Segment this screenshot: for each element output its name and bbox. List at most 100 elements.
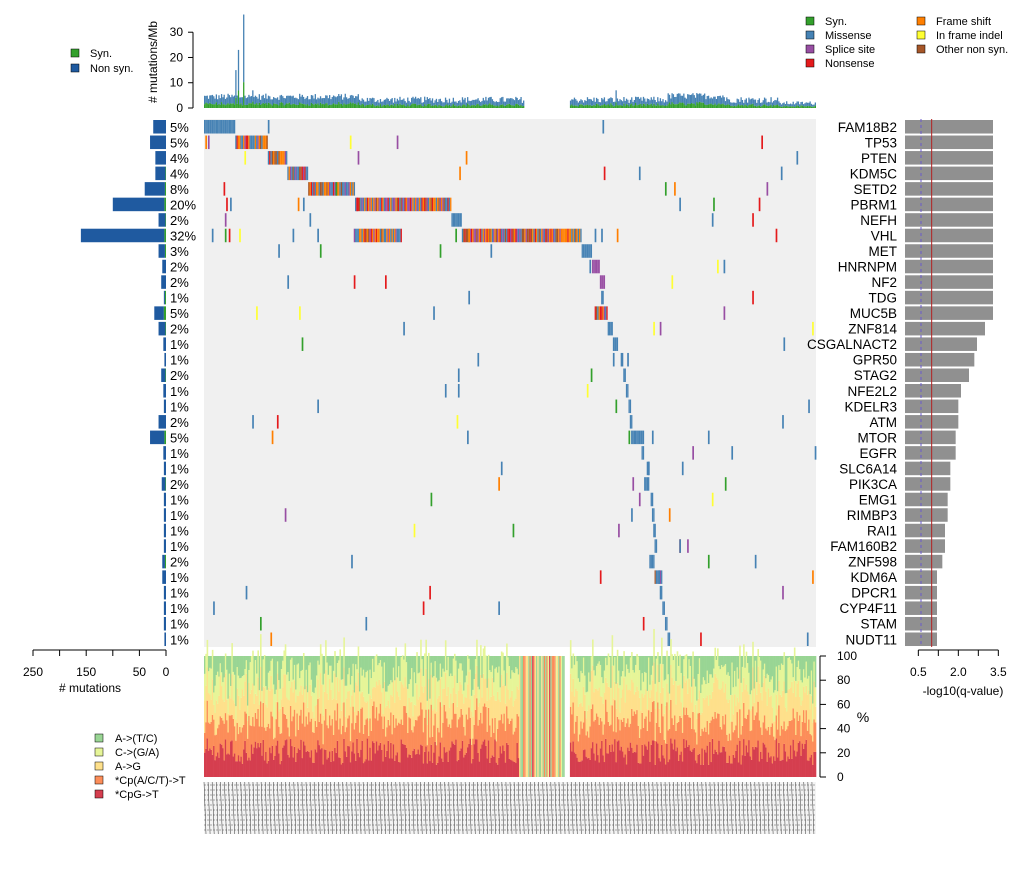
- rate-bar-syn: [720, 104, 721, 108]
- rate-bar-nonsyn: [381, 102, 382, 107]
- mutation-cell: [341, 182, 342, 196]
- mutation-cell: [233, 120, 234, 134]
- spectrum-legend-swatch: [95, 776, 103, 784]
- mutation-cell: [652, 431, 654, 445]
- rate-bar-nonsyn: [668, 93, 669, 104]
- syn-swatch: [71, 49, 79, 57]
- rate-bar-nonsyn: [597, 99, 598, 104]
- rate-bar-syn: [662, 105, 663, 108]
- rate-bar-nonsyn: [312, 95, 313, 104]
- rate-bar-nonsyn: [666, 102, 667, 106]
- count-bar-nonsyn: [163, 384, 166, 398]
- gene-label: MTOR: [858, 430, 898, 445]
- rate-bar-syn: [451, 106, 452, 108]
- spectrum-legend: A->(T/C)C->(G/A)A->G*Cp(A/C/T)->T*CpG->T: [95, 733, 186, 801]
- mutation-cell: [596, 306, 597, 320]
- mutation-cell: [384, 229, 385, 243]
- mutation-cell: [513, 524, 515, 538]
- spectrum-bar: [557, 656, 558, 777]
- mutation-cell: [552, 229, 553, 243]
- rate-bar-syn: [299, 102, 300, 108]
- rate-bar-syn: [612, 105, 613, 108]
- spectrum-tick-label: 60: [837, 697, 851, 711]
- rate-bar-nonsyn: [405, 101, 406, 106]
- rate-bar-syn: [470, 106, 471, 108]
- rate-bar-nonsyn: [455, 101, 456, 105]
- rate-bar-syn: [800, 105, 801, 108]
- rate-bar-syn: [755, 106, 756, 108]
- mutation-cell: [350, 182, 351, 196]
- rate-bar-syn: [438, 105, 439, 108]
- mutation-cell: [345, 182, 346, 196]
- mutation-cell: [649, 555, 650, 569]
- count-bar-nonsyn: [150, 431, 164, 445]
- rate-bar-nonsyn: [425, 100, 426, 106]
- rate-bar-syn: [373, 105, 374, 108]
- rate-bar-syn: [207, 103, 208, 108]
- rate-bar-syn: [454, 106, 455, 108]
- mutation-cell: [268, 151, 269, 165]
- legend-label: Other non syn.: [936, 44, 1008, 56]
- rate-bar-syn: [320, 103, 321, 108]
- mutation-cell: [630, 415, 631, 429]
- rate-bar-syn: [580, 104, 581, 108]
- mutation-cell: [350, 136, 352, 150]
- rate-bar-syn: [673, 104, 674, 108]
- rate-bar-nonsyn: [406, 103, 407, 107]
- mutation-cell: [285, 151, 286, 165]
- rate-bar-nonsyn: [573, 100, 574, 106]
- rate-bar-syn: [231, 104, 232, 108]
- mutation-cell: [535, 229, 536, 243]
- mutation-cell: [639, 167, 641, 181]
- rate-bar-nonsyn: [431, 101, 432, 106]
- rate-bar-nonsyn: [346, 97, 347, 104]
- rate-bar-syn: [767, 106, 768, 108]
- mutation-cell: [643, 446, 644, 460]
- rate-bar-syn: [352, 103, 353, 108]
- percent-label: 2%: [170, 415, 189, 430]
- mutation-cell: [627, 384, 628, 398]
- rate-bar-syn: [812, 107, 813, 108]
- rate-bar-syn: [640, 104, 641, 108]
- count-bar-nonsyn: [150, 136, 166, 150]
- legend-label: Nonsense: [825, 58, 875, 70]
- rate-bar-syn: [218, 104, 219, 108]
- rate-bar-syn: [748, 105, 749, 108]
- count-bar-syn: [164, 229, 166, 243]
- mutation-cell: [217, 120, 218, 134]
- rate-bar-nonsyn: [500, 98, 501, 105]
- mutation-cell: [311, 182, 312, 196]
- rate-bar-syn: [338, 102, 339, 108]
- rate-bar-nonsyn: [307, 96, 308, 104]
- rate-bar-syn: [471, 105, 472, 108]
- rate-bar-syn: [686, 105, 687, 108]
- rate-bar-nonsyn: [321, 98, 322, 104]
- mutation-cell: [510, 229, 511, 243]
- rate-bar-nonsyn: [432, 98, 433, 105]
- count-bar-nonsyn: [164, 524, 166, 538]
- rate-bar-nonsyn: [234, 95, 235, 104]
- rate-bar-syn: [600, 106, 601, 108]
- mutation-cell: [493, 229, 494, 243]
- rate-bar-syn: [341, 104, 342, 108]
- rate-bar-syn: [321, 104, 322, 108]
- mutation-cell: [281, 151, 282, 165]
- rate-bar-nonsyn: [742, 100, 743, 105]
- rate-bar-syn: [485, 104, 486, 108]
- mutation-cell: [522, 229, 523, 243]
- rate-bar-syn: [738, 104, 739, 108]
- mutation-cell: [214, 120, 215, 134]
- rate-bar-nonsyn: [375, 102, 376, 106]
- mutation-cell: [651, 555, 652, 569]
- rate-bar-nonsyn: [605, 102, 606, 106]
- mutation-cell: [386, 229, 387, 243]
- percent-labels: 5%5%4%4%8%20%2%32%3%2%2%1%5%2%1%1%2%1%1%…: [170, 120, 196, 647]
- percent-label: 2%: [170, 368, 189, 383]
- rate-bar-nonsyn: [272, 99, 273, 105]
- rate-bar-syn: [360, 105, 361, 108]
- rate-bar-nonsyn: [251, 96, 252, 103]
- rate-bar-nonsyn: [438, 99, 439, 105]
- mutation-cell: [336, 182, 338, 196]
- rate-bar-syn: [211, 104, 212, 108]
- spectrum-bar: [541, 656, 542, 777]
